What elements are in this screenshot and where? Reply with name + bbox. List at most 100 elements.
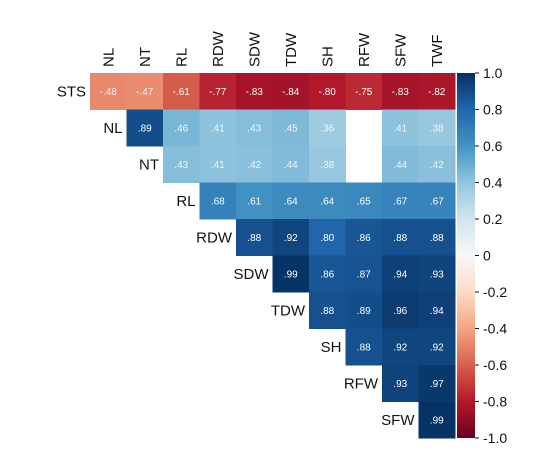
column-label-nl: NL [100,48,117,67]
colorbar-tick-label: -0.2 [483,284,507,300]
cell-value-rl-sfw: .67 [393,196,407,207]
cell-value-sdw-sfw: .94 [393,269,407,280]
colorbar: 1.0 0.8 0.6 0.4 0.2 0 -0.2 -0.4 -0.6 -0.8 -1.0 [457,65,507,446]
colorbar-tick-label: -0.8 [483,394,507,410]
cell-value-rl-tdw: .64 [284,196,298,207]
cell-value-rdw-twf: .88 [430,233,444,244]
heatmap-cell-nl-rl [163,109,200,147]
cell-value-sts-rdw: -.77 [209,87,227,98]
heatmap-cell-sts-sh [309,73,346,110]
heatmap-cell-nl-nt [126,109,164,147]
cell-value-sts-sfw: -.83 [392,87,410,98]
colorbar-tick-label: 0.4 [483,175,503,191]
heatmap-cell-sts-sdw [236,73,273,110]
cell-value-nt-twf: .42 [430,160,444,171]
row-label-sh: SH [321,339,342,356]
row-label-rl: RL [176,193,195,210]
cell-value-tdw-rfw: .89 [357,306,371,317]
row-label-tdw: TDW [271,302,306,319]
heatmap-cell-rdw-sfw [382,219,419,256]
heatmap-cell-rl-tdw [272,182,310,220]
cell-value-tdw-twf: .94 [430,306,444,317]
colorbar-gradient [457,73,475,438]
heatmap-cell-nt-rl [163,146,200,183]
heatmap-cell-tdw-twf [418,292,456,329]
cell-value-rl-twf: .67 [430,196,444,207]
cell-value-sdw-sh: .86 [320,269,334,280]
column-label-nt: NT [137,47,154,67]
cell-value-rl-sh: .64 [320,196,334,207]
cell-value-rdw-rfw: .86 [357,233,371,244]
row-label-rfw: RFW [344,375,379,392]
column-label-tdw: TDW [283,32,300,67]
cell-value-rdw-sh: .80 [320,233,334,244]
cell-value-sts-twf: -.82 [428,87,446,98]
heatmap-cell-sdw-rfw [345,255,383,293]
heatmap-cell-sts-nt [126,73,164,110]
heatmap-cell-sts-twf [418,73,456,110]
heatmap-cell-sts-rdw [199,73,237,110]
cell-value-nt-tdw: .44 [284,160,298,171]
heatmap-cell-rdw-rfw [345,219,383,256]
cell-value-rl-sdw: .61 [247,196,261,207]
heatmap-cell-sts-rl [163,73,200,110]
cell-value-rfw-sfw: .93 [393,379,407,390]
column-label-sh: SH [319,46,336,67]
heatmap-cell-tdw-sh [309,292,346,329]
heatmap-cell-nl-sh [309,109,346,147]
heatmap-cell-rfw-sfw [382,365,419,402]
cell-value-nl-tdw: .45 [284,123,298,134]
heatmap-cell-nt-rdw [199,146,237,183]
colorbar-tick-label: 0.8 [483,102,503,118]
heatmap-cell-rdw-twf [418,219,456,256]
heatmap-cell-sh-twf [418,328,456,366]
heatmap-cell-nl-tdw [272,109,310,147]
heatmap-cell-nl-sdw [236,109,273,147]
cell-value-sts-sh: -.80 [319,87,337,98]
heatmap-cell-sts-sfw [382,73,419,110]
colorbar-tick-label: 0 [483,248,491,264]
heatmap-cell-sts-rfw [345,73,383,110]
cell-value-sts-tdw: -.84 [282,87,300,98]
cell-value-sdw-twf: .93 [430,269,444,280]
heatmap-cell-nt-tdw [272,146,310,183]
cell-value-tdw-sfw: .96 [393,306,407,317]
heatmap-cell-rl-rdw [199,182,237,220]
heatmap-cell-sdw-tdw [272,255,310,293]
column-label-twf: TWF [429,35,446,67]
cell-value-tdw-sh: .88 [320,306,334,317]
heatmap-cell-sts-tdw [272,73,310,110]
cell-value-nt-sdw: .42 [247,160,261,171]
cell-value-rfw-twf: .97 [430,379,444,390]
cell-value-rdw-sfw: .88 [393,233,407,244]
colorbar-tick-label: -1.0 [483,430,507,446]
colorbar-tick-label: 1.0 [483,65,503,81]
cell-value-nt-rl: .43 [174,160,188,171]
heatmap-cell-nt-twf [418,146,456,183]
heatmap-cell-tdw-sfw [382,292,419,329]
cell-value-sdw-rfw: .87 [357,269,371,280]
heatmap-cell-rl-rfw [345,182,383,220]
cell-value-rl-rfw: .65 [357,196,371,207]
cell-value-nl-sh: .36 [320,123,334,134]
column-labels: NL NT RL RDW SDW TDW SH RFW SFW TWF [100,30,446,67]
row-label-nl: NL [103,120,122,137]
heatmap-cell-rl-sdw [236,182,273,220]
heatmap-cell-nt-sh [309,146,346,183]
row-label-rdw: RDW [196,229,233,246]
heatmap-cell-nt-sfw [382,146,419,183]
heatmap-cell-nl-twf [418,109,456,147]
colorbar-tick-label: -0.6 [483,357,507,373]
colorbar-tick-label: -0.4 [483,321,507,337]
colorbar-tick-label: 0.2 [483,211,503,227]
heatmap-cell-sh-sfw [382,328,419,366]
cell-value-sh-rfw: .88 [357,342,371,353]
column-label-rfw: RFW [356,32,373,67]
cell-value-sdw-tdw: .99 [284,269,298,280]
heatmap-cell-sts-nl [90,73,127,110]
heatmap-cell-sdw-sh [309,255,346,293]
heatmap-cell-rdw-sdw [236,219,273,256]
cell-value-sh-sfw: .92 [393,342,407,353]
cell-value-sts-rfw: -.75 [355,87,373,98]
